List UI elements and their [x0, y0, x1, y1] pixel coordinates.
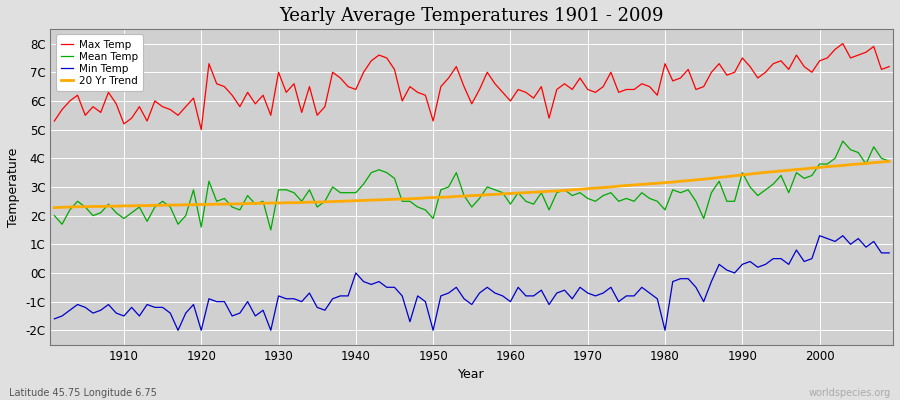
Min Temp — [814, 233, 825, 238]
Line: 20 Yr Trend: 20 Yr Trend — [54, 162, 889, 208]
Mean Temp — [49, 213, 59, 218]
Max Temp — [837, 41, 848, 46]
Text: worldspecies.org: worldspecies.org — [809, 388, 891, 398]
Line: Mean Temp: Mean Temp — [54, 141, 889, 230]
Mean Temp — [289, 190, 300, 195]
Min Temp — [289, 296, 300, 301]
Max Temp — [111, 102, 122, 106]
Max Temp — [196, 127, 207, 132]
Min Temp — [606, 285, 616, 290]
Mean Temp — [505, 202, 516, 206]
Text: Latitude 45.75 Longitude 6.75: Latitude 45.75 Longitude 6.75 — [9, 388, 157, 398]
Line: Max Temp: Max Temp — [54, 44, 889, 130]
Y-axis label: Temperature: Temperature — [7, 147, 20, 227]
Line: Min Temp: Min Temp — [54, 236, 889, 330]
Max Temp — [335, 76, 346, 80]
Min Temp — [173, 328, 184, 333]
Max Temp — [289, 81, 300, 86]
20 Yr Trend — [505, 191, 516, 196]
20 Yr Trend — [498, 192, 508, 196]
Max Temp — [884, 64, 895, 69]
20 Yr Trend — [111, 204, 122, 208]
Max Temp — [513, 87, 524, 92]
Mean Temp — [837, 139, 848, 144]
Min Temp — [335, 294, 346, 298]
Min Temp — [884, 250, 895, 255]
20 Yr Trend — [49, 205, 59, 210]
Mean Temp — [606, 190, 616, 195]
Mean Temp — [513, 190, 524, 195]
Legend: Max Temp, Mean Temp, Min Temp, 20 Yr Trend: Max Temp, Mean Temp, Min Temp, 20 Yr Tre… — [56, 34, 143, 91]
20 Yr Trend — [328, 199, 338, 204]
Mean Temp — [266, 228, 276, 232]
Title: Yearly Average Temperatures 1901 - 2009: Yearly Average Temperatures 1901 - 2009 — [280, 7, 664, 25]
Mean Temp — [884, 159, 895, 164]
Min Temp — [111, 311, 122, 316]
Min Temp — [513, 285, 524, 290]
Max Temp — [49, 119, 59, 124]
Min Temp — [505, 299, 516, 304]
Mean Temp — [335, 190, 346, 195]
20 Yr Trend — [598, 185, 608, 190]
Max Temp — [505, 98, 516, 103]
Min Temp — [49, 316, 59, 321]
20 Yr Trend — [884, 159, 895, 164]
X-axis label: Year: Year — [458, 368, 485, 381]
Max Temp — [606, 70, 616, 75]
20 Yr Trend — [281, 200, 292, 205]
Mean Temp — [111, 210, 122, 215]
